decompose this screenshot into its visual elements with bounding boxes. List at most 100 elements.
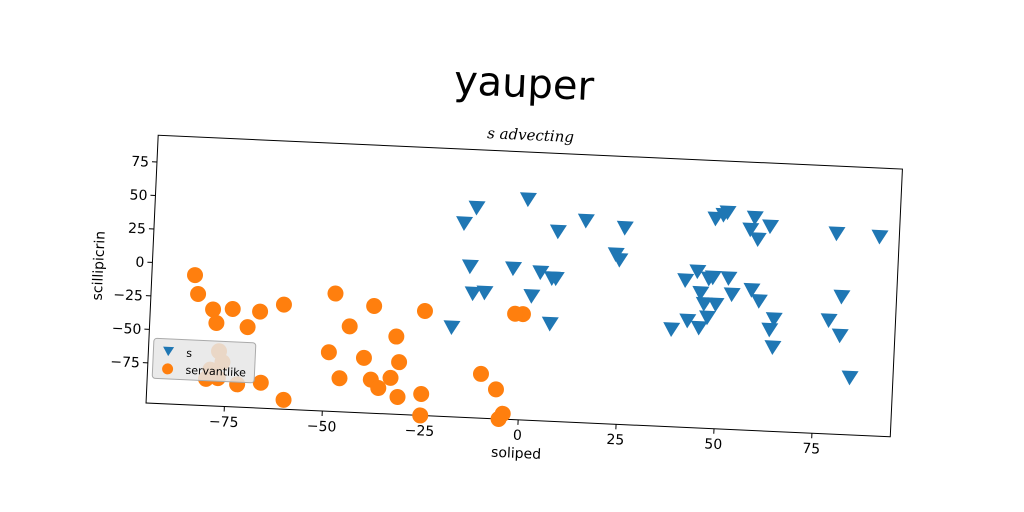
servantlike-point <box>370 380 387 397</box>
s-point <box>663 322 681 337</box>
servantlike-point <box>507 305 524 322</box>
s-point <box>841 370 859 386</box>
y-tick-label: 0 <box>135 255 145 271</box>
s-point <box>519 192 537 208</box>
s-point <box>468 200 486 216</box>
s-point <box>679 313 697 329</box>
servantlike-point <box>252 374 269 391</box>
s-point <box>690 320 708 336</box>
s-point <box>611 252 629 268</box>
y-axis: 75 50 25 0 −25 −50 −75 <box>110 154 157 371</box>
servantlike-point <box>275 296 292 313</box>
s-point <box>699 310 717 326</box>
plot-frame <box>145 134 903 438</box>
s-point <box>871 229 889 245</box>
x-tick-label: −25 <box>404 423 434 440</box>
x-tick-label: 0 <box>513 428 523 444</box>
x-tick-label: −75 <box>209 414 239 431</box>
legend-label-s: s <box>186 347 193 360</box>
x-tick-label: 25 <box>606 432 625 449</box>
s-point <box>761 322 779 338</box>
y-tick-label: −75 <box>110 354 140 371</box>
s-point <box>742 222 760 238</box>
s-point <box>692 285 710 301</box>
s-point <box>476 285 494 301</box>
chart-subtitle: s advecting <box>487 124 575 146</box>
s-point <box>549 224 567 240</box>
x-axis-label: soliped <box>491 445 542 463</box>
s-point <box>764 340 782 355</box>
s-point <box>749 232 767 248</box>
servantlike-point <box>382 369 399 386</box>
servantlike-point <box>327 285 344 302</box>
servantlike-point <box>341 318 358 335</box>
servantlike-point <box>187 267 204 284</box>
y-tick-label: 75 <box>131 154 150 171</box>
servantlike-point <box>487 381 504 398</box>
s-point <box>505 261 523 277</box>
servantlike-point <box>190 286 207 303</box>
servantlike-point <box>224 300 241 317</box>
plot-area: s advecting 75 50 25 0 −25 −50 −75 −75 −50 −25 0 2… <box>90 124 903 463</box>
legend-marker-s <box>163 346 175 357</box>
s-point <box>577 213 595 229</box>
x-tick-label: 75 <box>802 441 821 458</box>
legend: s servantlike <box>151 337 257 384</box>
servantlike-point <box>413 386 430 403</box>
s-point <box>443 320 461 336</box>
servantlike-point <box>252 303 269 320</box>
servantlike-point <box>275 391 292 408</box>
chart-title: yauper <box>453 58 595 110</box>
s-point <box>720 271 738 286</box>
s-point <box>547 271 565 287</box>
servantlike-point <box>331 370 348 387</box>
s-point <box>689 264 707 280</box>
legend-label-servantlike: servantlike <box>185 364 246 380</box>
y-tick-label: 25 <box>128 221 147 238</box>
servantlike-point <box>490 410 507 427</box>
s-point <box>750 293 768 309</box>
s-point <box>828 226 846 242</box>
s-point <box>461 259 479 275</box>
y-axis-label: scillipicrin <box>90 231 109 301</box>
s-point <box>820 313 838 329</box>
s-point <box>677 273 695 288</box>
servantlike-point <box>366 298 383 315</box>
x-tick-label: 50 <box>704 436 723 453</box>
y-tick-label: −50 <box>111 321 141 338</box>
servantlike-point <box>388 328 405 345</box>
s-point <box>456 216 474 231</box>
s-point <box>707 297 725 313</box>
s-point <box>743 282 761 298</box>
y-tick-label: −25 <box>113 287 143 304</box>
s-point <box>541 316 559 332</box>
s-point <box>464 286 482 302</box>
s-point <box>765 312 783 327</box>
s-point <box>704 270 722 286</box>
servantlike-point <box>391 354 408 371</box>
servantlike-point <box>412 407 429 424</box>
s-point <box>833 289 851 305</box>
servantlike-point <box>472 365 489 382</box>
s-point <box>532 265 550 281</box>
s-point <box>762 219 780 235</box>
servantlike-point <box>320 344 337 361</box>
x-axis: −75 −50 −25 0 25 50 75 <box>209 406 821 458</box>
x-tick-label: −50 <box>306 418 336 435</box>
y-tick-label: 50 <box>129 187 148 204</box>
s-point <box>616 220 634 236</box>
s-point <box>746 210 764 226</box>
servantlike-point <box>239 319 256 336</box>
servantlike-point <box>389 388 406 405</box>
s-point <box>695 296 713 312</box>
s-point <box>831 328 849 344</box>
servantlike-point <box>208 315 225 332</box>
legend-box <box>151 337 257 384</box>
s-point <box>523 288 541 304</box>
s-point <box>719 205 737 221</box>
servantlike-point <box>205 301 222 318</box>
servantlike-point <box>355 349 372 366</box>
servantlike-point <box>416 303 433 320</box>
s-point <box>723 287 741 303</box>
